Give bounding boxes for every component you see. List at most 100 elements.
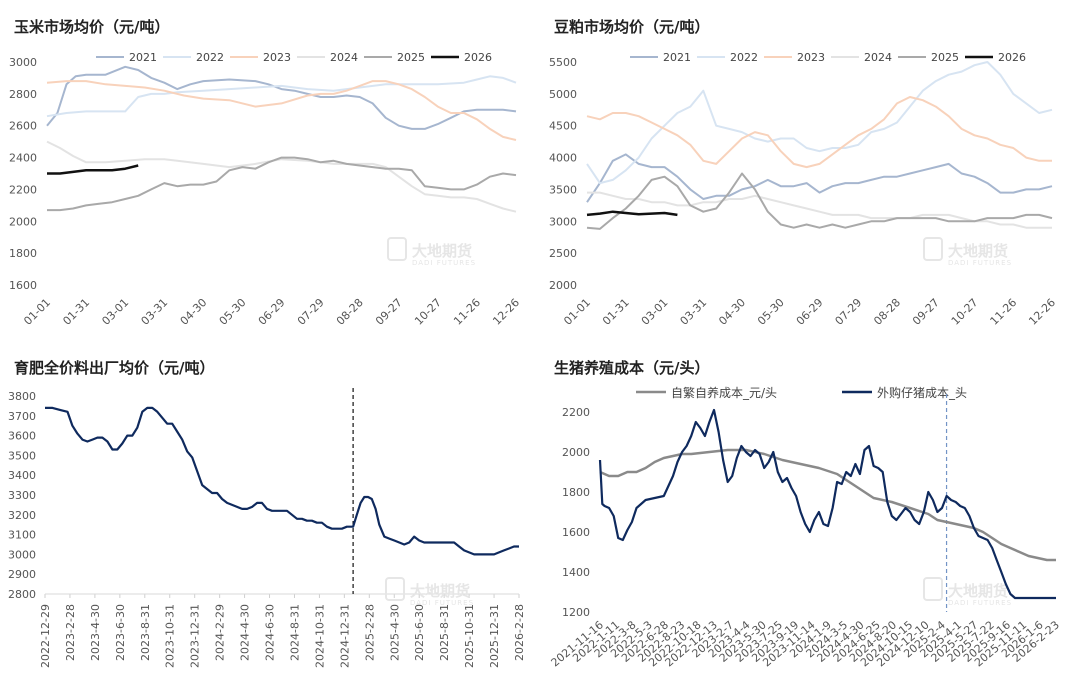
y-tick-label: 1600 bbox=[562, 526, 590, 539]
y-tick-label: 3200 bbox=[8, 509, 36, 522]
legend-label: 2022 bbox=[730, 51, 758, 64]
y-tick-label: 1400 bbox=[562, 566, 590, 579]
x-tick-label: 2023-8-31 bbox=[139, 604, 152, 661]
y-tick-label: 2800 bbox=[8, 588, 36, 601]
x-tick-label: 03-01 bbox=[639, 296, 671, 328]
y-tick-label: 3800 bbox=[8, 390, 36, 403]
x-tick-label: 07-29 bbox=[295, 296, 327, 328]
x-tick-label: 08-28 bbox=[334, 296, 366, 328]
y-tick-label: 2500 bbox=[549, 247, 577, 260]
x-tick-label: 09-27 bbox=[910, 296, 942, 328]
legend-label: 2023 bbox=[263, 51, 291, 64]
x-tick-label: 2024-8-31 bbox=[288, 604, 301, 661]
y-tick-label: 3500 bbox=[8, 449, 36, 462]
watermark-logo-icon bbox=[923, 577, 943, 601]
series-line-2023 bbox=[46, 80, 517, 141]
x-tick-label: 12-26 bbox=[490, 296, 522, 328]
y-tick-label: 2200 bbox=[9, 183, 37, 196]
y-tick-label: 1200 bbox=[562, 606, 590, 619]
x-tick-label: 01-31 bbox=[600, 296, 632, 328]
x-tick-label: 2024-4-30 bbox=[239, 604, 252, 661]
y-tick-label: 2800 bbox=[9, 88, 37, 101]
x-tick-label: 2023-6-30 bbox=[114, 604, 127, 661]
y-tick-label: 1800 bbox=[9, 247, 37, 260]
legend-label: 2021 bbox=[129, 51, 157, 64]
x-tick-label: 01-01 bbox=[21, 296, 53, 328]
watermark-sub: DADI FUTURES bbox=[410, 599, 474, 607]
corn-price-chart: 1600 1800 2000 2200 2400 2600 2800 3000 01-01 01-… bbox=[9, 51, 522, 328]
x-tick-label: 03-01 bbox=[99, 296, 131, 328]
x-tick-label: 2024-2-29 bbox=[214, 604, 227, 661]
watermark-logo-icon bbox=[387, 237, 407, 261]
y-tick-label: 3000 bbox=[9, 56, 37, 69]
y-tick-label: 1800 bbox=[562, 486, 590, 499]
x-tick-label: 07-29 bbox=[833, 296, 865, 328]
x-tick-label: 2026-2-28 bbox=[513, 604, 526, 661]
y-tick-label: 3500 bbox=[549, 183, 577, 196]
y-tick-label: 4500 bbox=[549, 120, 577, 133]
x-tick-label: 08-28 bbox=[871, 296, 903, 328]
series-line-2026 bbox=[47, 164, 139, 175]
x-tick-label: 04-30 bbox=[716, 296, 748, 328]
x-tick-label: 05-30 bbox=[217, 296, 249, 328]
series-line-2025 bbox=[586, 172, 1053, 230]
series-line-feed-price bbox=[45, 406, 519, 556]
y-tick-label: 3000 bbox=[549, 215, 577, 228]
legend-label: 2022 bbox=[196, 51, 224, 64]
chart-title: 玉米市场均价（元/吨） bbox=[14, 18, 170, 36]
x-tick-label: 04-30 bbox=[178, 296, 210, 328]
legend-label: 2023 bbox=[797, 51, 825, 64]
x-tick-label: 2025-10-31 bbox=[463, 604, 476, 668]
series-line-2024 bbox=[587, 191, 1052, 229]
x-tick-label: 05-30 bbox=[755, 296, 787, 328]
watermark-logo-icon bbox=[385, 577, 405, 601]
x-tick-label: 03-31 bbox=[139, 296, 171, 328]
x-tick-label: 2024-10-31 bbox=[313, 604, 326, 668]
series-line-purchased-piglet-cost bbox=[598, 408, 1056, 600]
x-tick-label: 2023-10-31 bbox=[164, 604, 177, 668]
series-line-2025 bbox=[47, 156, 517, 212]
chart-title: 育肥全价料出厂均价（元/吨） bbox=[14, 359, 215, 377]
x-tick-label: 06-29 bbox=[256, 296, 288, 328]
y-tick-label: 2900 bbox=[8, 568, 36, 581]
x-tick-label: 12-26 bbox=[1026, 296, 1058, 328]
x-tick-label: 03-31 bbox=[678, 296, 710, 328]
finishing-feed-chart: 2800 2900 3000 3100 3200 3300 3400 3500 3600 3700… bbox=[8, 388, 526, 668]
legend-label: 2026 bbox=[464, 51, 492, 64]
y-tick-label: 2000 bbox=[9, 215, 37, 228]
series-line-2021 bbox=[46, 65, 517, 130]
watermark-brand: 大地期货 bbox=[948, 242, 1008, 260]
legend-label: 2021 bbox=[663, 51, 691, 64]
series-line-2021 bbox=[586, 153, 1053, 203]
y-tick-label: 1600 bbox=[9, 279, 37, 292]
x-tick-label: 2025-4-30 bbox=[388, 604, 401, 661]
soymeal-price-chart: 2000 2500 3000 3500 4000 4500 5000 5500 01-01 01-… bbox=[549, 51, 1058, 328]
series-line-2023 bbox=[586, 96, 1052, 169]
x-tick-label: 11-26 bbox=[988, 296, 1020, 328]
x-tick-label: 2025-2-28 bbox=[363, 604, 376, 661]
x-tick-label: 2023-4-30 bbox=[89, 604, 102, 661]
y-tick-label: 2000 bbox=[562, 446, 590, 459]
y-tick-label: 5000 bbox=[549, 88, 577, 101]
x-tick-label: 09-27 bbox=[373, 296, 405, 328]
chart-title: 豆粕市场均价（元/吨） bbox=[554, 18, 710, 36]
y-tick-label: 2000 bbox=[549, 279, 577, 292]
corn-price-panel: 玉米市场均价（元/吨） 1600 1800 2000 2200 2400 2600 2800… bbox=[0, 0, 540, 338]
watermark-brand: 大地期货 bbox=[410, 582, 470, 600]
x-tick-label: 2023-2-28 bbox=[64, 604, 77, 661]
pig-cost-panel: 生猪养殖成本（元/头） 1200 1400 1600 1800 2000 2200 2021… bbox=[540, 339, 1080, 677]
x-tick-label: 06-29 bbox=[794, 296, 826, 328]
watermark-sub: DADI FUTURES bbox=[412, 259, 476, 267]
finishing-feed-panel: 育肥全价料出厂均价（元/吨） 2800 2900 3000 3100 3200 3300 3… bbox=[0, 339, 540, 677]
pig-cost-chart: 1200140016001800200022002021-11-162022-1… bbox=[549, 385, 1062, 669]
y-tick-label: 2200 bbox=[562, 406, 590, 419]
chart-title: 生猪养殖成本（元/头） bbox=[554, 359, 710, 377]
watermark-brand: 大地期货 bbox=[948, 582, 1008, 600]
x-tick-label: 2025-6-30 bbox=[413, 604, 426, 661]
x-tick-label: 2022-12-29 bbox=[39, 604, 52, 668]
y-tick-label: 3100 bbox=[8, 529, 36, 542]
y-tick-label: 2400 bbox=[9, 152, 37, 165]
y-tick-label: 3300 bbox=[8, 489, 36, 502]
y-tick-label: 3400 bbox=[8, 469, 36, 482]
watermark-logo-icon bbox=[923, 237, 943, 261]
